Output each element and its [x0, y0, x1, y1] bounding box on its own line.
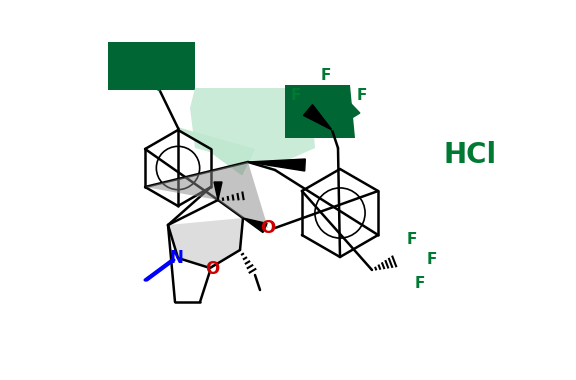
Polygon shape — [126, 62, 160, 91]
Text: O: O — [260, 219, 276, 237]
Text: F: F — [415, 276, 425, 290]
Text: N: N — [169, 249, 183, 267]
Text: F: F — [357, 87, 367, 103]
Polygon shape — [285, 85, 355, 138]
Polygon shape — [248, 159, 305, 171]
Text: F: F — [291, 89, 301, 103]
Polygon shape — [214, 182, 222, 200]
Text: F: F — [427, 252, 437, 268]
Polygon shape — [108, 42, 195, 90]
Text: HCl: HCl — [444, 141, 497, 169]
Polygon shape — [243, 218, 267, 233]
Polygon shape — [304, 105, 332, 130]
Text: F: F — [407, 233, 417, 247]
Polygon shape — [190, 88, 315, 168]
Polygon shape — [332, 103, 360, 130]
Polygon shape — [145, 162, 268, 228]
Polygon shape — [168, 218, 243, 268]
Text: O: O — [205, 260, 219, 278]
Polygon shape — [178, 128, 254, 174]
Text: F: F — [321, 68, 331, 84]
